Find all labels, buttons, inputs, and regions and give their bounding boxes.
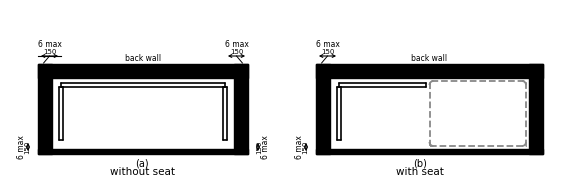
Text: 6 max: 6 max <box>295 135 303 159</box>
Bar <box>52 78 234 149</box>
Text: back wall: back wall <box>412 54 447 63</box>
Text: side
wall: side wall <box>316 100 330 114</box>
Bar <box>316 149 543 154</box>
Text: side
wall: side wall <box>234 100 248 114</box>
Text: (a): (a) <box>135 159 149 169</box>
Text: side
wall: side wall <box>529 100 543 114</box>
Bar <box>38 64 52 154</box>
Text: 6 max: 6 max <box>17 135 26 159</box>
Text: side
wall: side wall <box>38 100 52 114</box>
Bar <box>52 78 234 149</box>
Text: 150: 150 <box>230 49 243 55</box>
Text: 150: 150 <box>321 49 334 55</box>
Text: (b): (b) <box>413 159 427 169</box>
Text: 6 max: 6 max <box>38 40 62 49</box>
Text: 150: 150 <box>43 49 56 55</box>
Text: 150: 150 <box>24 140 30 154</box>
Bar <box>234 64 248 154</box>
Text: 150: 150 <box>302 140 308 154</box>
Bar <box>430 81 526 146</box>
Bar <box>330 78 529 149</box>
Text: without seat: without seat <box>109 167 174 177</box>
Text: 6 max: 6 max <box>225 40 249 49</box>
Bar <box>316 64 330 154</box>
Text: 6 max: 6 max <box>260 135 270 159</box>
Text: with seat: with seat <box>396 167 444 177</box>
Text: back wall: back wall <box>125 54 161 63</box>
Text: 150: 150 <box>256 140 262 154</box>
Bar <box>38 149 248 154</box>
Bar <box>38 64 248 78</box>
Bar <box>529 64 543 154</box>
Text: 6 max: 6 max <box>316 40 340 49</box>
Bar <box>316 64 543 78</box>
